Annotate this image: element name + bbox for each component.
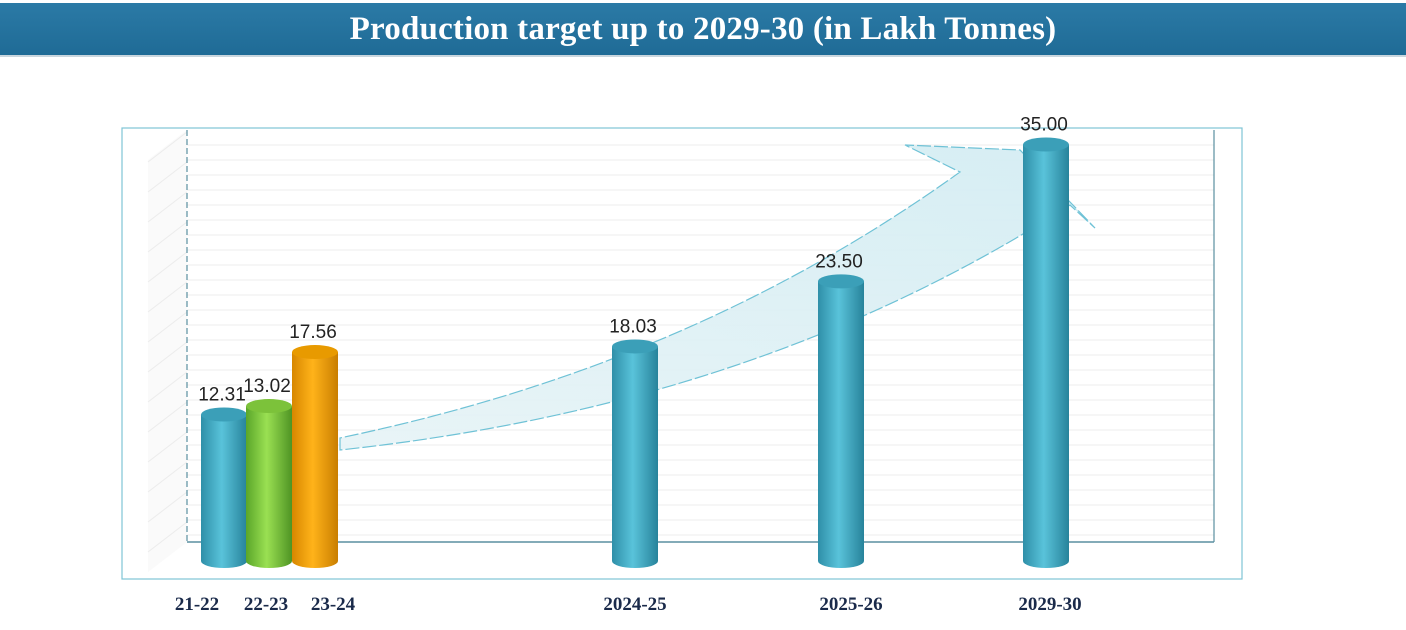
side-wall-line: [147, 431, 188, 463]
category-labels-group: 21-22 22-23 23-24 2024-25 2025-26 2029-30: [175, 594, 1082, 615]
category-label-2024-25: 2024-25: [603, 594, 666, 615]
side-wall-line: [147, 491, 188, 523]
bar-21-22: [201, 414, 247, 568]
value-label-2024-25: 18.03: [609, 316, 657, 337]
side-wall-line: [147, 401, 188, 433]
side-wall-line: [147, 221, 188, 253]
chart-title-bar: Production target up to 2029-30 (in Lakh…: [0, 3, 1406, 57]
value-label-2029-30: 35.00: [1020, 115, 1068, 136]
side-wall-lines: [147, 131, 188, 553]
bar-top-2024-25: [612, 339, 658, 354]
side-wall-line: [147, 281, 188, 313]
bar-2029-30: [1023, 144, 1069, 568]
side-wall: [148, 130, 187, 572]
bar-top-23-24: [292, 345, 338, 360]
bar-2025-26: [818, 281, 864, 568]
value-label-2025-26: 23.50: [815, 251, 863, 272]
side-wall-line: [147, 311, 188, 343]
side-wall-line: [147, 461, 188, 493]
side-wall-line: [147, 131, 188, 163]
side-wall-line: [147, 341, 188, 373]
bar-top-2025-26: [818, 274, 864, 289]
bars-group: [201, 137, 1069, 568]
value-label-21-22: 12.31: [198, 385, 246, 406]
bar-top-21-22: [201, 407, 247, 422]
side-wall-line: [147, 251, 188, 283]
side-wall-line: [147, 191, 188, 223]
side-wall-line: [147, 161, 188, 193]
side-wall-line: [147, 371, 188, 403]
chart-title: Production target up to 2029-30 (in Lakh…: [349, 10, 1057, 47]
category-label-23-24: 23-24: [311, 594, 356, 615]
category-label-2025-26: 2025-26: [819, 594, 882, 615]
bar-23-24: [292, 352, 338, 568]
value-label-23-24: 17.56: [289, 322, 337, 343]
bar-2024-25: [612, 346, 658, 568]
bar-top-22-23: [246, 399, 292, 414]
category-label-21-22: 21-22: [175, 594, 219, 615]
value-label-22-23: 13.02: [243, 376, 291, 397]
category-label-22-23: 22-23: [244, 594, 288, 615]
bar-top-2029-30: [1023, 137, 1069, 152]
category-label-2029-30: 2029-30: [1018, 594, 1081, 615]
side-wall-line: [147, 521, 188, 553]
bar-22-23: [246, 406, 292, 568]
